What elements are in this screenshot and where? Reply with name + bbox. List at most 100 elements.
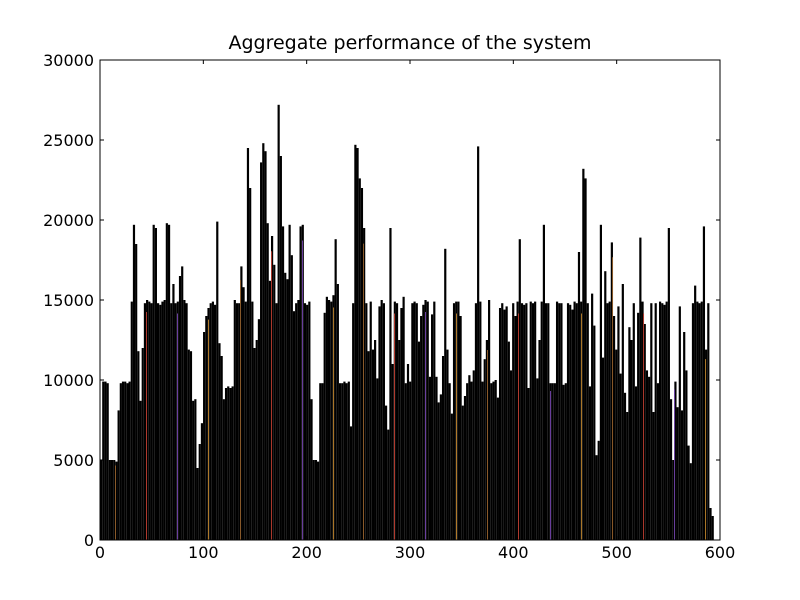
- bar: [229, 388, 232, 540]
- bar: [187, 349, 190, 540]
- bar: [610, 242, 613, 540]
- bar: [527, 388, 530, 540]
- bar: [435, 376, 438, 540]
- bar: [371, 349, 375, 540]
- bar: [389, 228, 392, 540]
- bar: [446, 349, 449, 540]
- bar: [308, 301, 311, 540]
- bar: [143, 303, 147, 540]
- bar: [325, 296, 328, 540]
- bar: [411, 303, 414, 540]
- bar: [433, 301, 436, 540]
- x-axis-ticks: 0 100 200 300 400 500 600: [95, 60, 735, 562]
- bar: [303, 303, 307, 540]
- bar: [507, 341, 510, 540]
- bar: [251, 301, 254, 540]
- bar: [597, 440, 600, 540]
- bar: [343, 381, 346, 540]
- bar: [330, 301, 333, 540]
- bar: [161, 301, 164, 540]
- bar: [400, 308, 403, 540]
- bar: [106, 383, 109, 540]
- bar: [378, 306, 381, 540]
- bar: [391, 364, 394, 540]
- y-tick-label: 10000: [43, 371, 94, 390]
- bar: [181, 266, 184, 540]
- bar: [417, 341, 421, 540]
- x-tick-label: 600: [705, 543, 736, 562]
- bar: [260, 162, 263, 540]
- bar: [645, 370, 649, 540]
- bar: [452, 303, 456, 540]
- bar: [659, 301, 662, 540]
- bar: [575, 303, 578, 540]
- bar: [321, 383, 324, 540]
- bar: [420, 316, 423, 540]
- bar: [667, 228, 670, 540]
- bar: [336, 284, 339, 540]
- bar: [615, 349, 618, 540]
- y-tick-label: 30000: [43, 51, 94, 70]
- bar: [536, 378, 539, 540]
- bar: [652, 412, 655, 540]
- bar: [341, 383, 344, 540]
- bar: [626, 412, 629, 540]
- bar: [608, 301, 611, 540]
- bar: [691, 303, 695, 540]
- bar: [413, 301, 416, 540]
- bar: [654, 303, 657, 540]
- bar: [689, 463, 692, 540]
- y-tick-label: 25000: [43, 131, 94, 150]
- bar: [503, 309, 506, 540]
- bar: [119, 383, 122, 540]
- bar: [402, 296, 405, 540]
- bar: [231, 386, 234, 540]
- colored-lines-group: [115, 240, 707, 540]
- bar: [167, 224, 171, 541]
- bar: [395, 303, 399, 540]
- y-axis-ticks: 0 5000 10000 15000 20000 25000 30000: [43, 51, 720, 550]
- bar: [323, 312, 326, 540]
- bar: [222, 399, 225, 540]
- bar: [485, 340, 489, 540]
- bar: [102, 381, 105, 540]
- bar: [520, 303, 524, 540]
- bar: [170, 303, 173, 540]
- bar: [376, 378, 379, 540]
- bar: [220, 356, 223, 540]
- bar: [466, 383, 469, 540]
- bar: [531, 303, 535, 540]
- bar: [553, 383, 556, 540]
- bar: [448, 383, 451, 540]
- bar: [189, 351, 193, 540]
- bar: [604, 271, 607, 540]
- bar: [178, 276, 182, 540]
- bar: [612, 316, 616, 540]
- bar: [707, 303, 710, 540]
- bar: [582, 168, 585, 541]
- bar: [213, 304, 217, 540]
- bar: [683, 332, 686, 540]
- bar: [113, 460, 116, 540]
- bar: [398, 340, 401, 540]
- x-tick-label: 200: [291, 543, 322, 562]
- bar: [483, 359, 486, 540]
- bar: [661, 303, 664, 540]
- x-tick-label: 0: [95, 543, 105, 562]
- bar: [209, 303, 212, 540]
- bar: [514, 316, 517, 540]
- bar: [117, 410, 120, 540]
- bar: [674, 381, 677, 540]
- bar: [317, 461, 320, 540]
- bar: [319, 383, 322, 540]
- bar: [108, 460, 111, 540]
- bar: [641, 301, 644, 540]
- bar: [628, 327, 631, 540]
- bar: [696, 301, 699, 540]
- bar: [630, 340, 633, 540]
- bar: [126, 383, 129, 540]
- bar: [159, 304, 162, 540]
- x-tick-label: 300: [395, 543, 426, 562]
- bar: [461, 405, 464, 540]
